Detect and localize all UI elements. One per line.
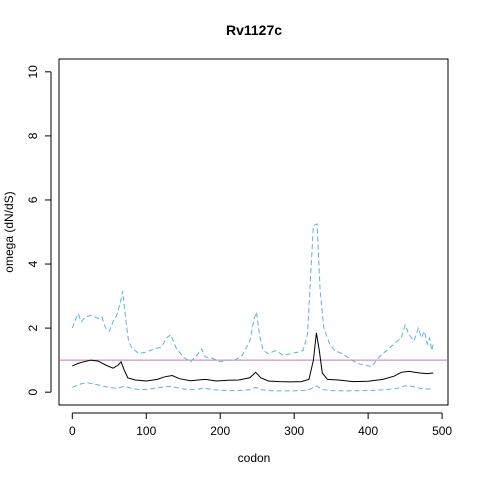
y-tick-label: 0 (26, 389, 40, 396)
series-line-1 (72, 332, 434, 383)
x-tick-label: 500 (432, 424, 452, 438)
plot-frame (58, 58, 449, 406)
x-axis: 0 100 200 300 400 500 (69, 412, 452, 438)
x-tick-label: 0 (69, 424, 76, 438)
y-tick-label: 6 (26, 196, 40, 203)
series-layer (71, 223, 434, 392)
y-axis: 0 2 4 6 8 10 (26, 65, 52, 396)
x-tick-label: 100 (136, 424, 156, 438)
series-line-3 (72, 382, 434, 392)
y-tick-label: 10 (26, 65, 40, 79)
chart-title: Rv1127c (226, 22, 282, 38)
series-line-2 (71, 223, 434, 368)
y-axis-label: omega (dN/dS) (2, 191, 16, 272)
x-tick-label: 300 (284, 424, 304, 438)
y-tick-label: 4 (26, 260, 40, 267)
x-axis-label: codon (238, 451, 271, 465)
y-tick-label: 8 (26, 132, 40, 139)
x-tick-label: 400 (358, 424, 378, 438)
x-tick-label: 200 (210, 424, 230, 438)
y-tick-label: 2 (26, 324, 40, 331)
